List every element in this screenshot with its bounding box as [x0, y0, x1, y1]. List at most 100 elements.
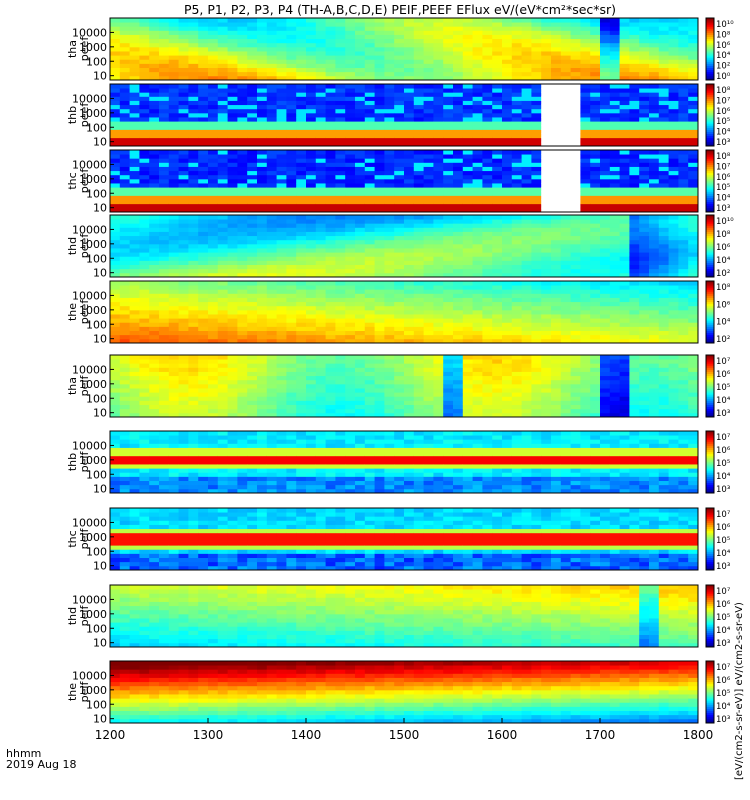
spectrogram-cell: [325, 162, 336, 167]
spectrogram-cell: [257, 100, 268, 106]
colorbar-cell: [706, 250, 714, 253]
spectrogram-cell: [600, 42, 611, 48]
spectrogram-cell: [335, 51, 346, 56]
spectrogram-cell: [168, 71, 179, 77]
spectrogram-cell: [168, 268, 179, 274]
spectrogram-cell: [384, 22, 395, 27]
spectrogram-cell: [237, 285, 248, 290]
spectrogram-cell: [315, 59, 326, 64]
spectrogram-cell: [668, 268, 679, 274]
spectrogram-cell: [208, 223, 219, 228]
spectrogram-cell: [502, 59, 513, 64]
spectrogram-cell: [423, 51, 434, 56]
colorbar-cell: [706, 320, 714, 323]
spectrogram-cell: [629, 301, 640, 307]
spectrogram-cell: [453, 71, 464, 77]
spectrogram-cell: [649, 191, 660, 196]
colorbar-cell: [706, 40, 714, 44]
spectrogram-cell: [472, 26, 483, 31]
spectrogram-cell: [629, 239, 640, 245]
spectrogram-cell: [492, 170, 503, 176]
spectrogram-cell: [668, 191, 679, 196]
spectrogram-cell: [335, 203, 346, 209]
spectrogram-cell: [217, 22, 228, 27]
spectrogram-cell: [247, 301, 258, 307]
spectrogram-cell: [335, 256, 346, 261]
spectrogram-cell: [266, 334, 277, 340]
spectrogram-cell: [247, 371, 258, 377]
colorbar-tick-label: 10⁸: [716, 30, 731, 40]
spectrogram-cell: [580, 166, 591, 172]
spectrogram-cell: [217, 305, 228, 311]
spectrogram-cell: [139, 158, 150, 163]
spectrogram-cell: [257, 133, 268, 139]
spectrogram-cell: [178, 133, 189, 139]
spectrogram-cell: [257, 243, 268, 249]
spectrogram-cell: [570, 26, 581, 31]
spectrogram-cell: [404, 133, 415, 139]
spectrogram-cell: [188, 396, 199, 401]
colorbar-tick-label: 10⁴: [716, 256, 731, 266]
spectrogram-cell: [129, 84, 140, 89]
spectrogram-cell: [119, 71, 130, 77]
spectrogram-cell: [688, 154, 699, 159]
spectrogram-cell: [296, 272, 307, 278]
spectrogram-cell: [237, 223, 248, 228]
spectrogram-cell: [227, 260, 238, 265]
spectrogram-cell: [257, 396, 268, 401]
spectrogram-cell: [364, 59, 375, 64]
spectrogram-cell: [129, 272, 140, 278]
spectrogram-cell: [355, 84, 366, 89]
spectrogram-cell: [394, 305, 405, 311]
spectrogram-cell: [139, 75, 150, 81]
colorbar-cell: [706, 26, 714, 29]
spectrogram-cell: [276, 170, 287, 176]
spectrogram-cell: [266, 309, 277, 315]
spectrogram-cell: [129, 293, 140, 298]
spectrogram-cell: [227, 104, 238, 110]
spectrogram-cell: [404, 248, 415, 253]
spectrogram-cell: [678, 260, 689, 265]
spectrogram-cell: [570, 100, 581, 106]
spectrogram-cell: [560, 285, 571, 290]
spectrogram-cell: [266, 297, 277, 303]
spectrogram-cell: [521, 318, 532, 323]
spectrogram-cell: [629, 150, 640, 155]
spectrogram-cell: [286, 55, 297, 60]
spectrogram-cell: [629, 219, 640, 224]
colorbar-cell: [706, 24, 714, 27]
spectrogram-cell: [198, 239, 209, 245]
spectrogram-cell: [580, 227, 591, 232]
spectrogram-cell: [551, 108, 562, 114]
spectrogram-cell: [237, 121, 248, 126]
spectrogram-cell: [325, 166, 336, 172]
spectrogram-cell: [629, 112, 640, 118]
spectrogram-cell: [217, 408, 228, 414]
spectrogram-cell: [531, 154, 542, 159]
spectrogram-cell: [315, 285, 326, 290]
colorbar-cell: [706, 67, 714, 71]
spectrogram-cell: [482, 158, 493, 163]
spectrogram-cell: [168, 235, 179, 241]
spectrogram-cell: [119, 248, 130, 253]
spectrogram-cell: [423, 183, 434, 188]
spectrogram-cell: [609, 309, 620, 315]
spectrogram-cell: [168, 178, 179, 184]
spectrogram-cell: [560, 215, 571, 220]
spectrogram-cell: [600, 297, 611, 303]
spectrogram-cell: [198, 375, 209, 381]
colorbar-cell: [706, 305, 714, 309]
spectrogram-cell: [178, 334, 189, 340]
spectrogram-cell: [580, 18, 591, 23]
spectrogram-cell: [462, 199, 473, 205]
spectrogram-cell: [129, 367, 140, 372]
spectrogram-cell: [237, 314, 248, 319]
spectrogram-cell: [453, 100, 464, 106]
spectrogram-cell: [541, 108, 552, 114]
spectrogram-cell: [110, 84, 121, 89]
spectrogram-cell: [325, 108, 336, 114]
spectrogram-cell: [404, 235, 415, 241]
spectrogram-cell: [394, 301, 405, 307]
spectrogram-cell: [560, 223, 571, 228]
spectrogram-cell: [570, 125, 581, 130]
